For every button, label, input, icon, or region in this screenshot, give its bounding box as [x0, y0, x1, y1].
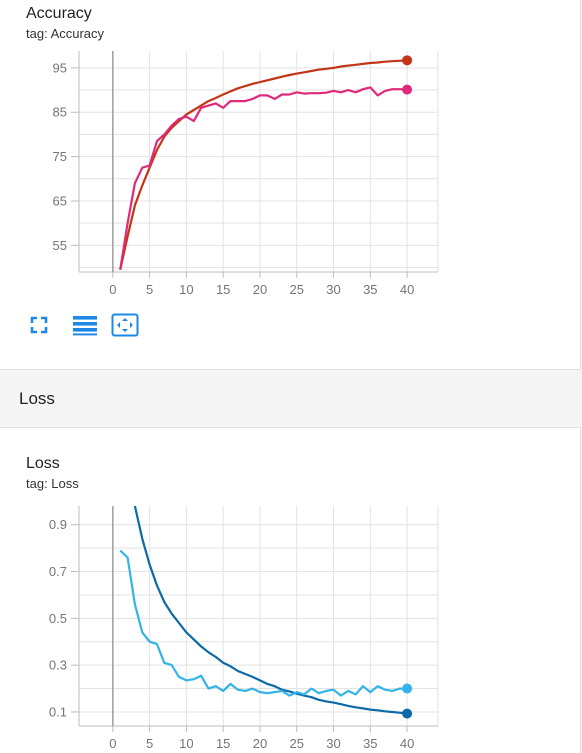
- loss-y-tick-label: 0.7: [49, 564, 67, 579]
- accuracy-y-tick-label: 95: [53, 60, 67, 75]
- accuracy-series-1-line: [119, 86, 408, 270]
- loss-y-tick-label: 0.3: [49, 658, 67, 673]
- loss-x-tick-label: 10: [179, 736, 193, 751]
- accuracy-chart-title: Accuracy: [26, 5, 92, 22]
- data-table-icon: [73, 316, 97, 336]
- loss-y-tick-label: 0.1: [49, 704, 67, 719]
- accuracy-x-tick-label: 15: [216, 282, 230, 297]
- loss-y-tick-label: 0.9: [49, 517, 67, 532]
- accuracy-y-tick-label: 75: [53, 149, 67, 164]
- section-header: [0, 370, 582, 427]
- accuracy-chart-tag: tag: Accuracy: [26, 26, 105, 41]
- accuracy-y-tick-label: 65: [53, 193, 67, 208]
- accuracy-series-0-line: [119, 59, 408, 271]
- data-table-button[interactable]: [71, 312, 99, 338]
- accuracy-x-tick-label: 10: [179, 282, 193, 297]
- accuracy-x-tick-label: 25: [290, 282, 304, 297]
- loss-x-tick-label: 40: [400, 736, 414, 751]
- loss-y-tick-label: 0.5: [49, 611, 67, 626]
- loss-x-tick-label: 0: [109, 736, 116, 751]
- accuracy-x-tick-label: 40: [400, 282, 414, 297]
- fullscreen-icon: [30, 316, 48, 334]
- loss-series-1-end-point: [402, 683, 413, 694]
- loss-series-1-line: [119, 549, 408, 697]
- accuracy-series-1-end-point: [402, 84, 413, 95]
- loss-series-0-end-point: [402, 708, 413, 719]
- accuracy-series-0-end-point: [402, 55, 413, 66]
- loss-x-tick-label: 30: [326, 736, 340, 751]
- accuracy-chart[interactable]: 0 5 10 15 20 25 30 35 40 55 65 75 85 95: [0, 0, 582, 310]
- accuracy-x-tick-label: 5: [146, 282, 153, 297]
- fit-domain-icon: [111, 313, 139, 337]
- loss-series-0-line: [133, 505, 408, 715]
- loss-chart-card: Loss tag: Loss: [0, 427, 581, 753]
- accuracy-x-tick-label: 0: [109, 282, 116, 297]
- loss-x-tick-label: 15: [216, 736, 230, 751]
- section-title: Loss: [19, 389, 55, 408]
- loss-chart[interactable]: 0 5 10 15 20 25 30 35 40 0.1 0.3 0.5 0.7 0.9: [0, 427, 582, 753]
- fit-domain-button[interactable]: [111, 312, 139, 338]
- loss-x-tick-label: 25: [290, 736, 304, 751]
- accuracy-y-tick-label: 85: [53, 105, 67, 120]
- fullscreen-button[interactable]: [25, 312, 53, 338]
- loss-chart-title: Loss: [26, 455, 60, 472]
- loss-x-tick-label: 35: [363, 736, 377, 751]
- accuracy-y-tick-label: 55: [53, 238, 67, 253]
- accuracy-x-tick-label: 35: [363, 282, 377, 297]
- accuracy-x-tick-label: 30: [326, 282, 340, 297]
- loss-x-tick-label: 20: [253, 736, 267, 751]
- loss-x-tick-label: 5: [146, 736, 153, 751]
- loss-chart-tag: tag: Loss: [26, 476, 79, 491]
- accuracy-chart-card: Accuracy tag: Accuracy 0 5 10 15 20 25 30 35 40 5…: [0, 0, 581, 370]
- accuracy-x-tick-label: 20: [253, 282, 267, 297]
